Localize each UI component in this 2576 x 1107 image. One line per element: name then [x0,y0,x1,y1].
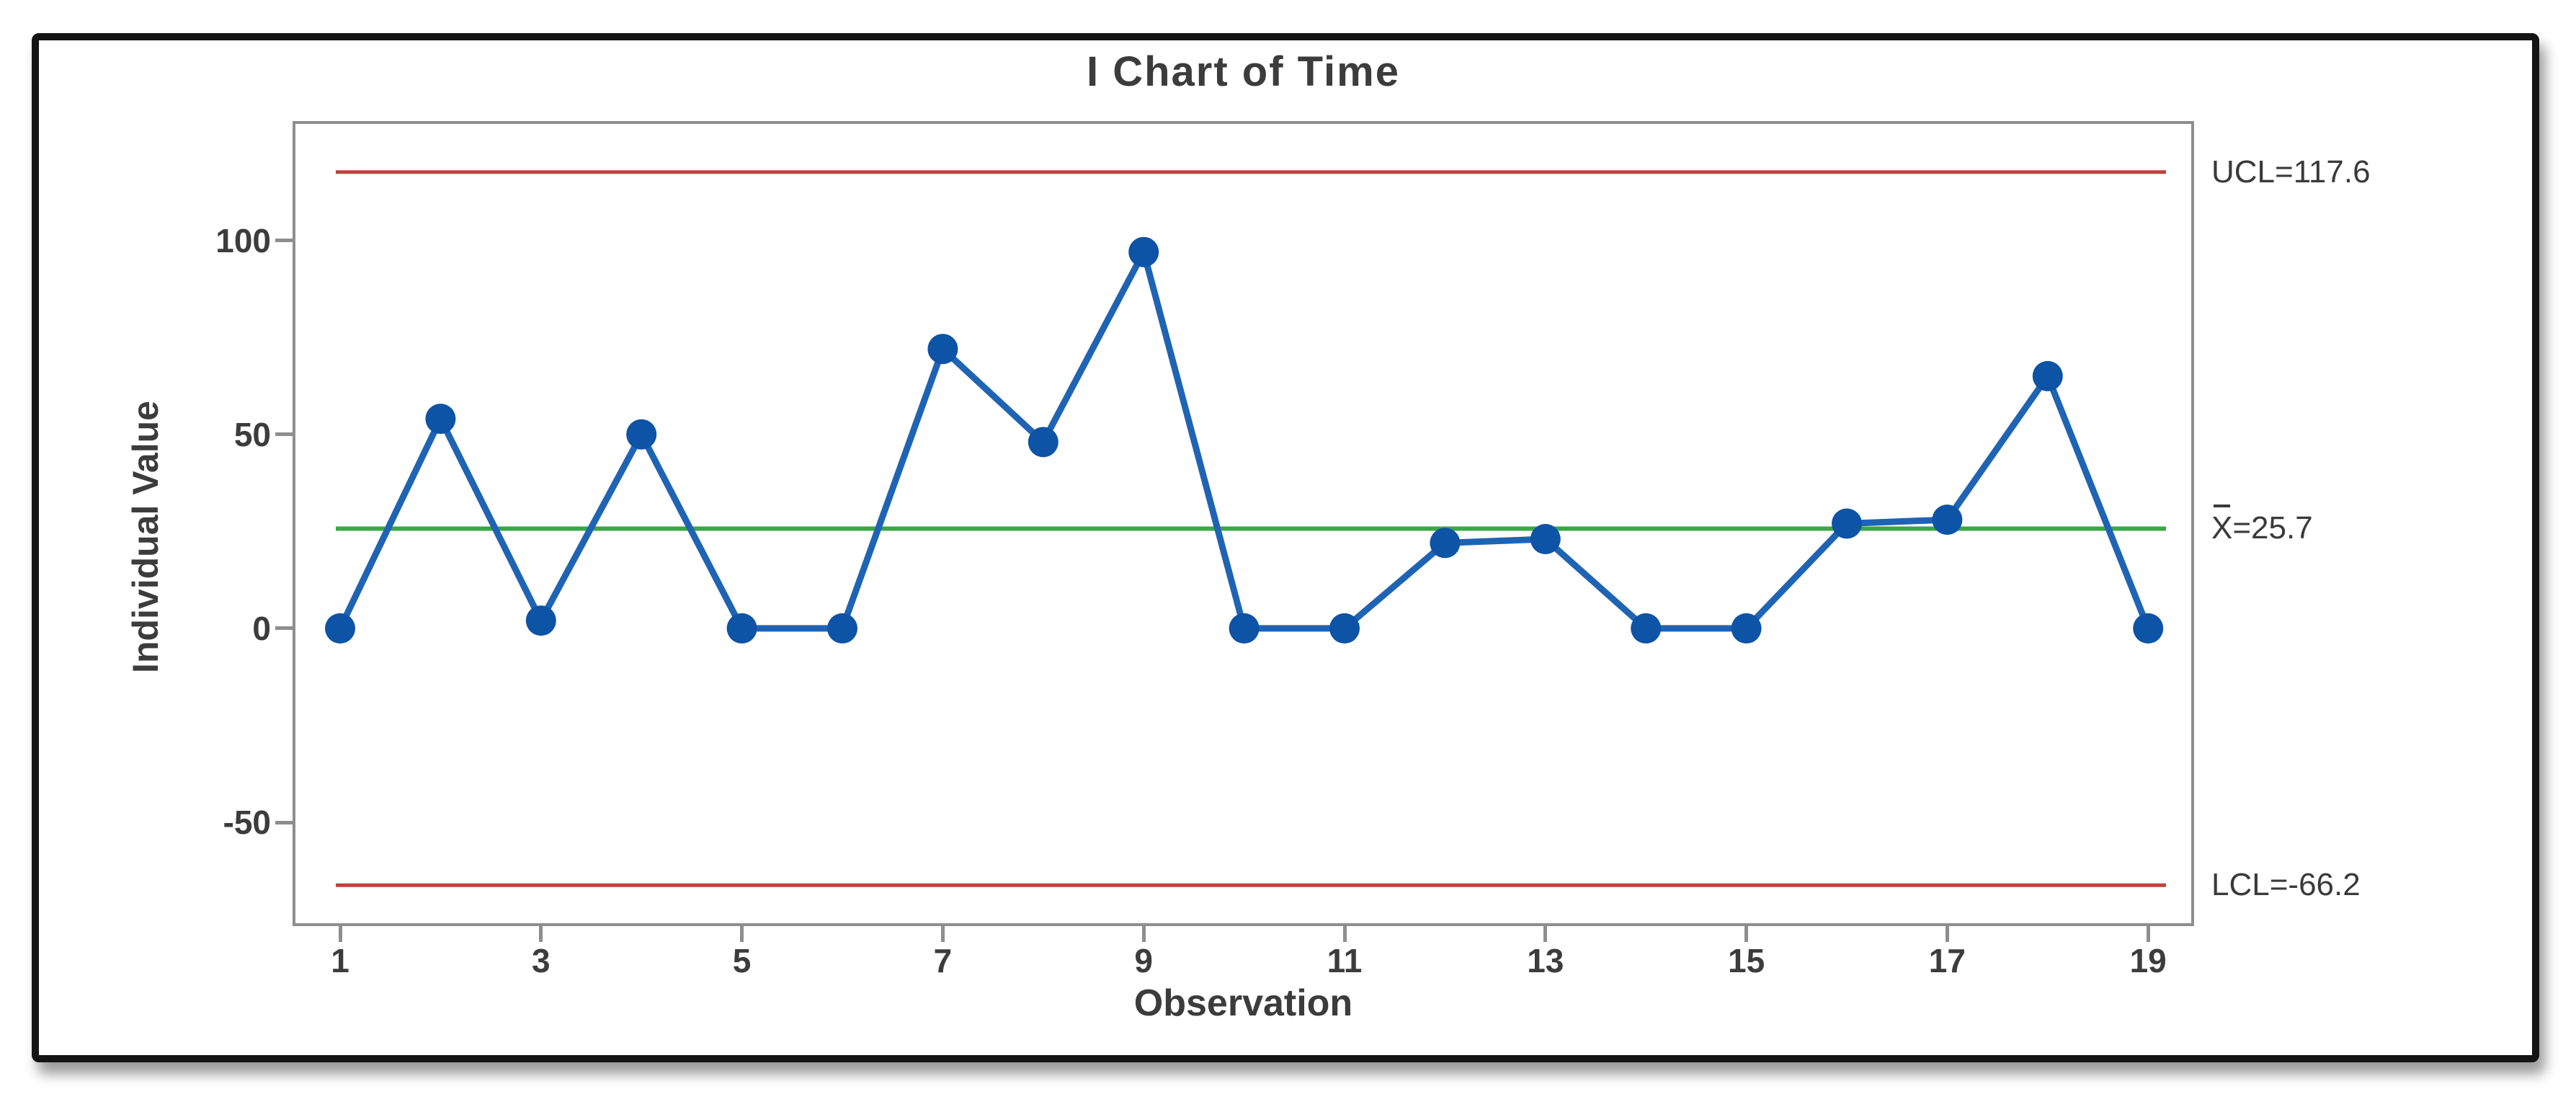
data-point-marker [425,404,456,435]
data-point-marker [1832,508,1862,539]
chart-title: I Chart of Time [1087,48,1400,95]
data-point-marker [927,334,958,365]
x-tick-label: 15 [1728,942,1765,979]
y-tick-label: 0 [252,609,271,647]
x-tick-label: 19 [2129,942,2167,979]
plot-area [293,121,2194,926]
xbar-symbol: X [2211,504,2233,546]
x-tick-mark [740,926,744,942]
x-tick-label: 1 [331,942,349,979]
x-axis-title: Observation [1133,982,1353,1024]
y-tick-label: 50 [233,415,271,453]
y-tick-label: 100 [215,221,271,259]
data-point-marker [1631,613,1662,644]
x-tick-mark [940,926,945,942]
data-point-marker [2133,613,2164,644]
ucl-label: UCL=117.6 [2211,154,2371,190]
lcl-label-text: LCL=-66.2 [2211,867,2361,903]
x-tick-mark [1744,926,1749,942]
x-tick-label: 13 [1527,942,1564,979]
y-tick-mark [275,626,294,631]
series-line [337,249,2152,632]
data-point-marker [827,613,857,644]
ucl-label-text: UCL=117.6 [2211,154,2371,190]
data-point-marker [1530,524,1561,554]
y-axis-title: Individual Value [125,401,166,673]
data-point-marker [525,605,556,636]
y-tick-mark [275,432,294,437]
x-tick-label: 7 [933,942,953,979]
y-tick-mark [275,239,294,242]
x-tick-label: 3 [532,942,551,979]
data-point-marker [325,613,355,644]
lcl-label: LCL=-66.2 [2211,867,2361,903]
data-point-marker [1430,528,1461,559]
data-point-marker [1932,504,1963,535]
data-point-marker [626,419,657,450]
x-tick-label: 17 [1928,942,1966,979]
y-tick-label: -50 [223,804,271,842]
center-label-value: =25.7 [2232,510,2313,546]
data-point-marker [1128,236,1159,267]
x-tick-mark [1945,926,1949,942]
data-point-marker [1731,613,1762,644]
x-tick-mark [338,926,342,942]
x-tick-mark [1543,926,1548,942]
x-tick-label: 5 [732,942,752,979]
data-point-marker [1028,427,1059,458]
data-point-marker [1329,613,1360,644]
plot-canvas [325,170,2166,887]
center-line-label: X=25.7 [2211,504,2313,546]
data-point-marker [2032,360,2063,391]
x-tick-label: 11 [1327,942,1363,979]
x-tick-label: 9 [1134,942,1153,979]
x-tick-mark [1141,926,1146,942]
x-tick-mark [2146,926,2150,942]
data-point-marker [726,613,757,644]
data-point-marker [1229,613,1260,644]
x-tick-mark [539,926,543,942]
y-tick-mark [275,820,294,824]
x-tick-mark [1342,926,1347,942]
